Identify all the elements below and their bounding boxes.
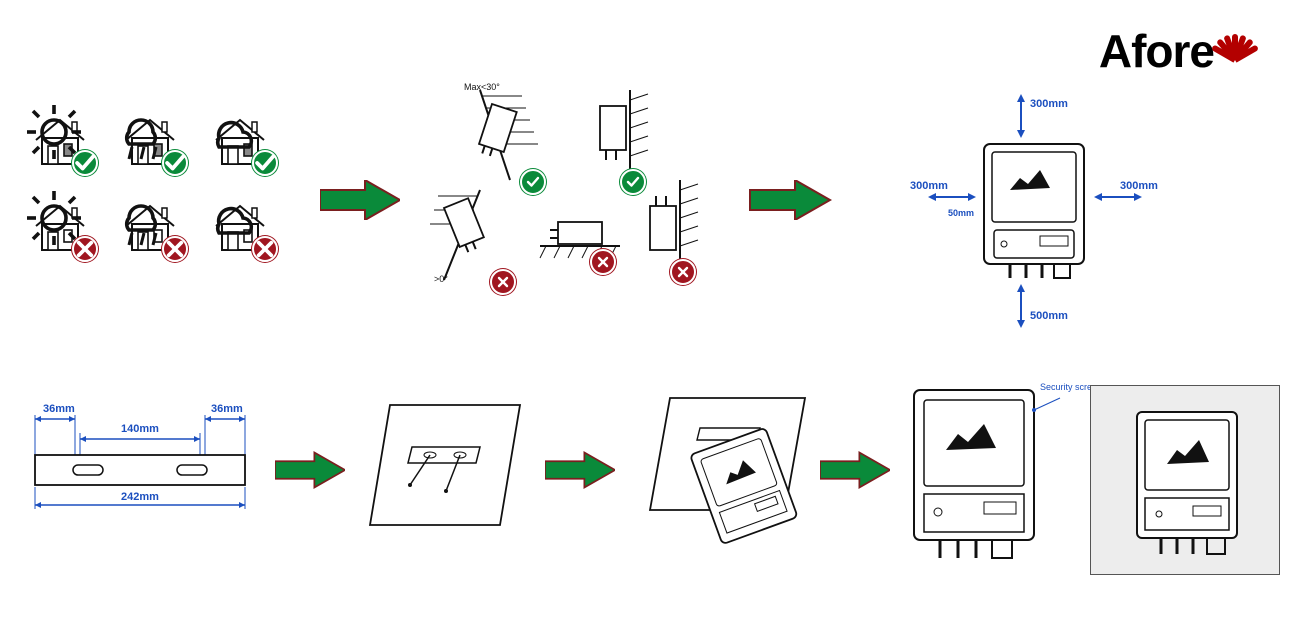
clearance-arrow-icon [1016, 94, 1026, 138]
house-location-icon [210, 196, 270, 256]
ok-badge-icon [72, 150, 98, 176]
wall-bracket-step [360, 395, 530, 550]
hang-inverter-step [630, 390, 810, 565]
clearance-top-label: 300mm [1030, 98, 1068, 110]
orientation-tilt-fwd-icon [430, 190, 520, 285]
clearance-arrow-icon [1016, 284, 1026, 328]
dim-left-offset: 36mm [43, 403, 75, 415]
bad-angle-label: >0° [434, 274, 448, 284]
flow-arrow-icon [740, 180, 840, 220]
orientation-flat-icon [540, 200, 620, 265]
flow-arrow-icon [320, 180, 400, 220]
brand-name: Afore [1099, 24, 1214, 78]
wall-panel-icon [360, 395, 530, 545]
no-badge-icon [252, 236, 278, 262]
dim-hole-span: 140mm [121, 423, 159, 435]
no-badge-icon [490, 269, 516, 295]
house-location-icon [120, 196, 180, 256]
inverter-secure-icon [900, 380, 1070, 570]
brand-logo: Afore [1099, 20, 1260, 78]
clearance-arrow-icon [928, 192, 976, 202]
no-badge-icon [162, 236, 188, 262]
ok-badge-icon [252, 150, 278, 176]
orientation-tilt-back-icon [460, 90, 550, 185]
clearance-right-label: 300mm [1120, 180, 1158, 192]
clearance-front-label: 50mm [948, 208, 974, 218]
dim-right-offset: 36mm [211, 403, 243, 415]
no-badge-icon [590, 249, 616, 275]
clearance-bottom-label: 500mm [1030, 310, 1068, 322]
install-location-panel [30, 110, 300, 276]
no-badge-icon [72, 236, 98, 262]
no-badge-icon [670, 259, 696, 285]
flow-arrow-icon [820, 450, 890, 490]
max-angle-label: Max<30° [464, 82, 500, 92]
ok-badge-icon [520, 169, 546, 195]
brand-sun-icon [1210, 20, 1260, 60]
house-location-icon [30, 196, 90, 256]
flow-arrow-icon [545, 450, 615, 490]
dim-total-width: 242mm [121, 491, 159, 503]
orientation-upside-icon [630, 180, 700, 275]
house-location-icon [30, 110, 90, 170]
mounted-result [1090, 385, 1280, 575]
clearance-left-label: 300mm [910, 180, 948, 192]
house-location-icon [210, 110, 270, 170]
secure-inverter-step: Security screw [900, 380, 1070, 575]
clearance-panel: 300mm 500mm 300mm 300mm 50mm [910, 80, 1160, 340]
mount-orientation-panel: Max<30°>0° [420, 90, 710, 300]
flow-arrow-icon [275, 450, 345, 490]
orientation-vertical-icon [580, 90, 650, 185]
inverter-front-icon [980, 140, 1090, 280]
bracket-dimensions: 36mm 36mm 140mm 242mm [25, 405, 255, 530]
mounted-inverter-icon [1091, 386, 1281, 576]
ok-badge-icon [162, 150, 188, 176]
clearance-arrow-icon [1094, 192, 1142, 202]
house-location-icon [120, 110, 180, 170]
hang-step-icon [630, 390, 810, 560]
